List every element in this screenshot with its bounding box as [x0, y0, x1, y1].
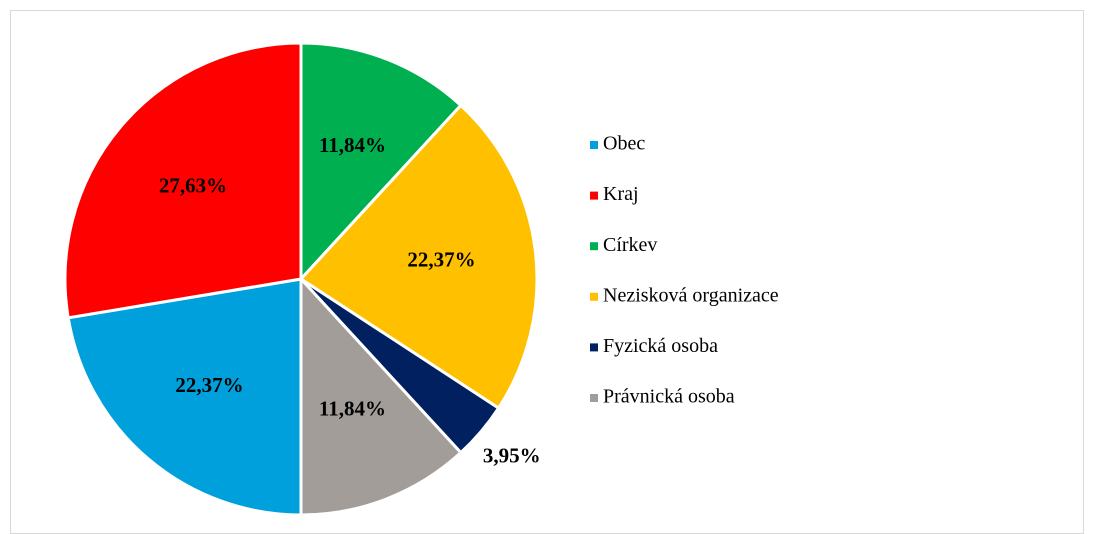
legend-label: Církev — [603, 234, 657, 256]
legend-swatch — [590, 242, 598, 251]
legend-swatch — [590, 394, 598, 402]
legend-swatch — [590, 191, 598, 200]
data-label: 27,63% — [159, 173, 227, 197]
pie-slice — [66, 277, 303, 517]
legend-label: Obec — [603, 133, 645, 155]
pie-slice — [299, 275, 463, 517]
data-label: 11,84% — [319, 397, 386, 421]
legend-label: Právnická osoba — [603, 386, 735, 408]
data-label: 22,37% — [407, 247, 475, 271]
legend-swatch — [590, 141, 598, 149]
pie-slice — [298, 103, 539, 411]
legend-swatch — [590, 343, 598, 352]
data-label: 11,84% — [319, 133, 386, 157]
data-label: 3,95% — [483, 443, 541, 467]
data-label: 22,37% — [175, 373, 243, 397]
legend-label: Nezisková organizace — [603, 284, 779, 306]
legend-label: Fyzická osoba — [603, 335, 718, 357]
pie-slice — [63, 41, 303, 320]
legend-swatch — [590, 292, 598, 301]
pie-slice — [299, 41, 463, 283]
legend-label: Kraj — [603, 183, 639, 205]
